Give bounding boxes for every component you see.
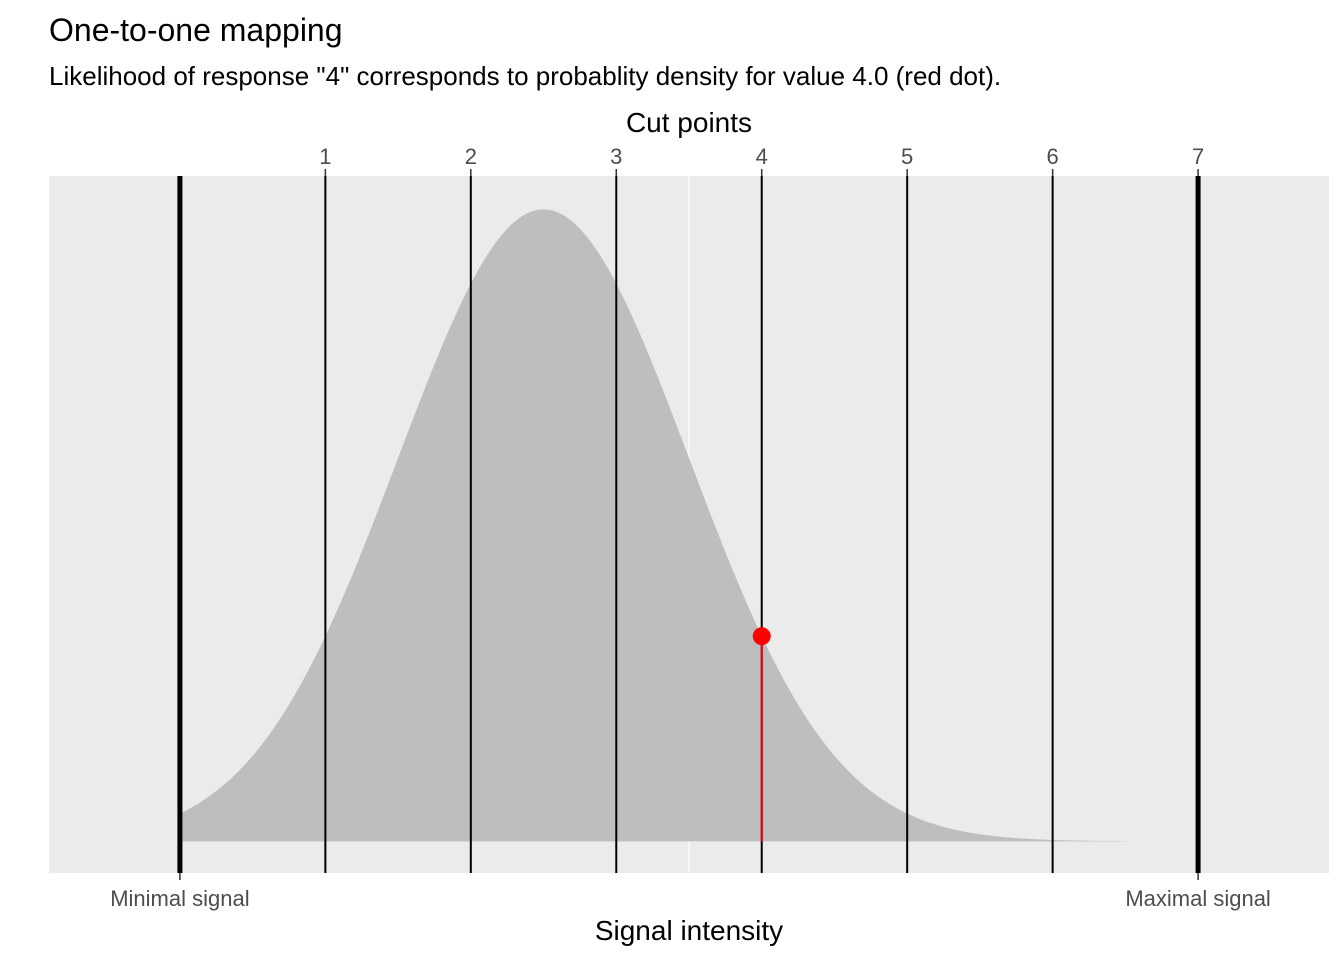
top-tick-label: 6 <box>1047 144 1059 169</box>
top-tick-label: 7 <box>1192 144 1204 169</box>
bottom-tick-label: Maximal signal <box>1125 886 1271 911</box>
top-tick-label: 1 <box>319 144 331 169</box>
x-axis-title: Signal intensity <box>595 915 783 946</box>
chart-title: One-to-one mapping <box>49 12 343 48</box>
top-axis-title: Cut points <box>626 107 752 138</box>
density-area <box>179 209 1126 842</box>
highlight-point <box>752 627 771 646</box>
top-axis-ticks: 1 2 3 4 5 6 7 <box>319 144 1204 176</box>
bottom-tick-label: Minimal signal <box>110 886 249 911</box>
chart-subtitle: Likelihood of response "4" corresponds t… <box>49 61 1001 91</box>
bottom-axis-ticks: Minimal signal Maximal signal <box>110 873 1271 911</box>
top-tick-label: 5 <box>901 144 913 169</box>
top-tick-label: 2 <box>465 144 477 169</box>
top-tick-label: 4 <box>756 144 768 169</box>
highlight-layer <box>752 627 771 842</box>
top-tick-label: 3 <box>610 144 622 169</box>
